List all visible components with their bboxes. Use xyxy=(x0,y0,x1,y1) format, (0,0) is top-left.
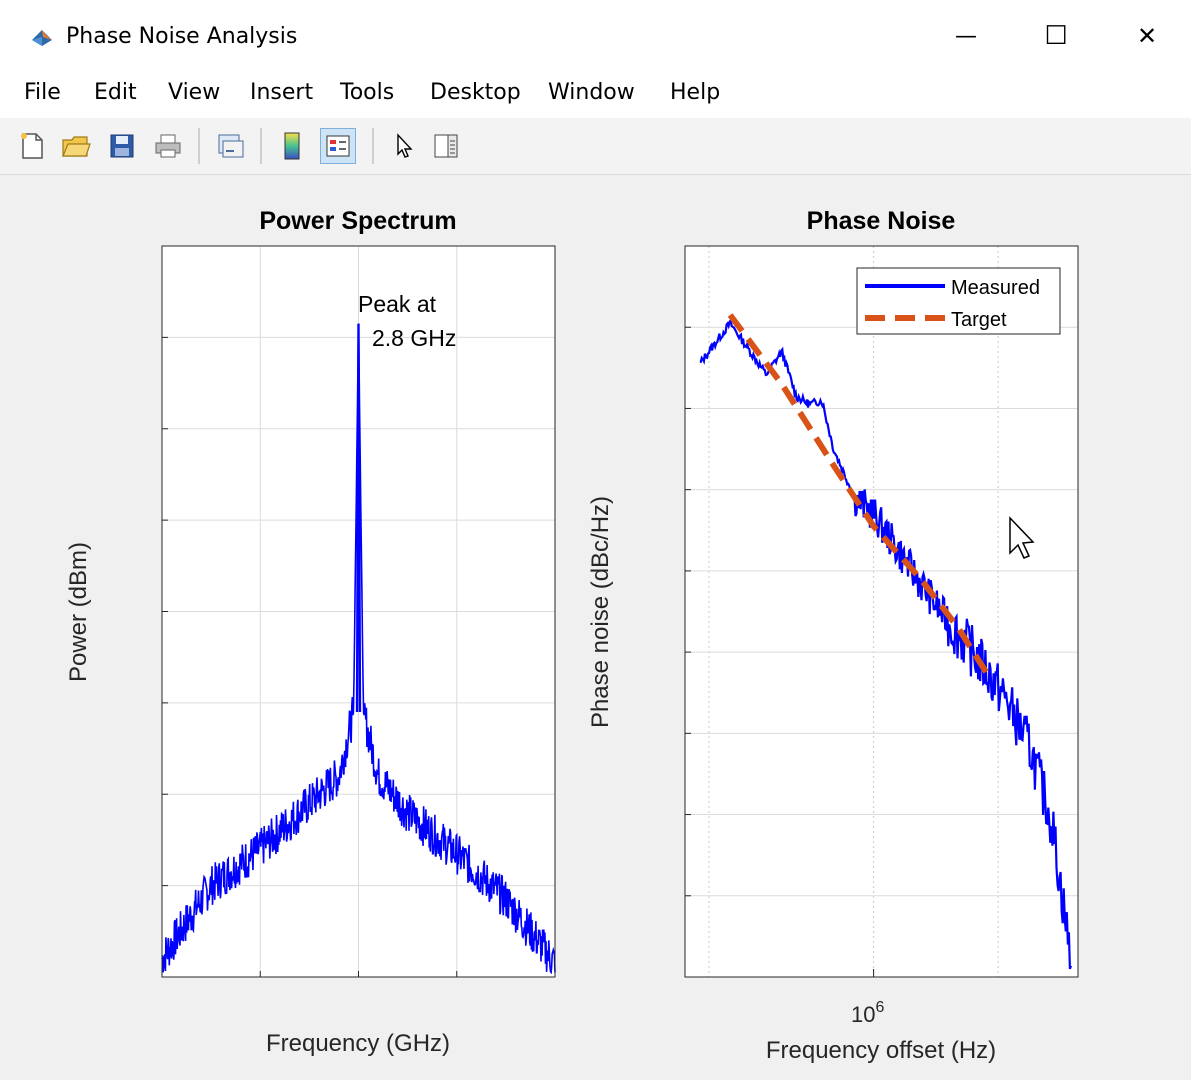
close-button[interactable]: ✕ xyxy=(1103,0,1191,72)
phase-noise-axes[interactable]: Phase Noise Frequency offset (Hz) Phase … xyxy=(587,207,1079,1064)
close-icon: ✕ xyxy=(1136,22,1158,50)
y-axis-label: Phase noise (dBc/Hz) xyxy=(587,496,614,728)
annotation-text: 2.8 GHz xyxy=(372,325,456,351)
menu-file[interactable]: File xyxy=(24,80,61,105)
insert-colorbar-button[interactable] xyxy=(274,128,310,164)
legend-box xyxy=(856,267,1061,335)
toolbar xyxy=(0,118,1191,175)
menu-insert[interactable]: Insert xyxy=(250,80,314,105)
property-inspector-button[interactable] xyxy=(428,128,464,164)
minimize-icon: — xyxy=(955,23,977,49)
mouse-cursor xyxy=(1009,516,1035,559)
legend-label-measured: Measured xyxy=(951,277,1040,299)
x-tick-label: 106 xyxy=(851,999,884,1027)
toolbar-separator xyxy=(372,128,374,164)
measured-line xyxy=(699,318,1073,970)
open-file-button[interactable] xyxy=(58,128,94,164)
insert-legend-button[interactable] xyxy=(320,128,356,164)
menu-view[interactable]: View xyxy=(168,80,221,105)
chart-title: Power Spectrum xyxy=(259,207,456,235)
insert-legend-icon xyxy=(326,135,350,157)
save-icon xyxy=(110,134,134,158)
target-line xyxy=(727,313,992,679)
y-axis-label: Power (dBm) xyxy=(65,542,92,682)
figure-area[interactable]: Power Spectrum Frequency (GHz) Power (dB… xyxy=(0,176,1191,1076)
print-icon xyxy=(155,134,181,158)
title-bar: Phase Noise Analysis — ☐ ✕ xyxy=(0,0,1191,72)
menu-help[interactable]: Help xyxy=(670,80,721,105)
power-spectrum-axes[interactable]: Power Spectrum Frequency (GHz) Power (dB… xyxy=(65,207,556,1057)
legend-label-target: Target xyxy=(951,309,1007,331)
x-axis-label: Frequency (GHz) xyxy=(266,1030,450,1057)
maximize-icon: ☐ xyxy=(1044,21,1068,51)
window-title: Phase Noise Analysis xyxy=(66,24,298,49)
print-button[interactable] xyxy=(150,128,186,164)
new-figure-button[interactable] xyxy=(14,128,50,164)
x-axis-label: Frequency offset (Hz) xyxy=(766,1037,996,1064)
open-file-icon xyxy=(62,136,91,157)
edit-plot-button[interactable] xyxy=(386,128,422,164)
link-plot-icon xyxy=(218,134,244,158)
link-plot-button[interactable] xyxy=(212,128,248,164)
toolbar-separator xyxy=(198,128,200,164)
menu-desktop[interactable]: Desktop xyxy=(430,80,521,105)
axes-background xyxy=(685,246,1078,977)
toolbar-separator xyxy=(260,128,262,164)
spectrum-peak xyxy=(355,323,362,713)
chart-title: Phase Noise xyxy=(807,207,956,235)
new-figure-icon xyxy=(21,133,43,159)
minimize-button[interactable]: — xyxy=(922,0,1010,72)
axes-box xyxy=(684,245,1079,978)
insert-colorbar-icon xyxy=(284,132,300,160)
annotation-text: Peak at xyxy=(358,291,437,317)
matlab-logo-icon xyxy=(32,30,52,46)
figure-canvas[interactable]: Power Spectrum Frequency (GHz) Power (dB… xyxy=(0,176,1191,1076)
save-button[interactable] xyxy=(104,128,140,164)
property-inspector-icon xyxy=(434,134,458,158)
edit-plot-icon xyxy=(397,133,413,158)
menu-bar: File Edit View Insert Tools Desktop Wind… xyxy=(0,72,1191,175)
legend[interactable]: Measured Target xyxy=(856,267,1061,335)
menu-tools[interactable]: Tools xyxy=(340,80,395,105)
menu-window[interactable]: Window xyxy=(548,80,635,105)
menu-edit[interactable]: Edit xyxy=(94,80,137,105)
maximize-button[interactable]: ☐ xyxy=(1012,0,1100,72)
